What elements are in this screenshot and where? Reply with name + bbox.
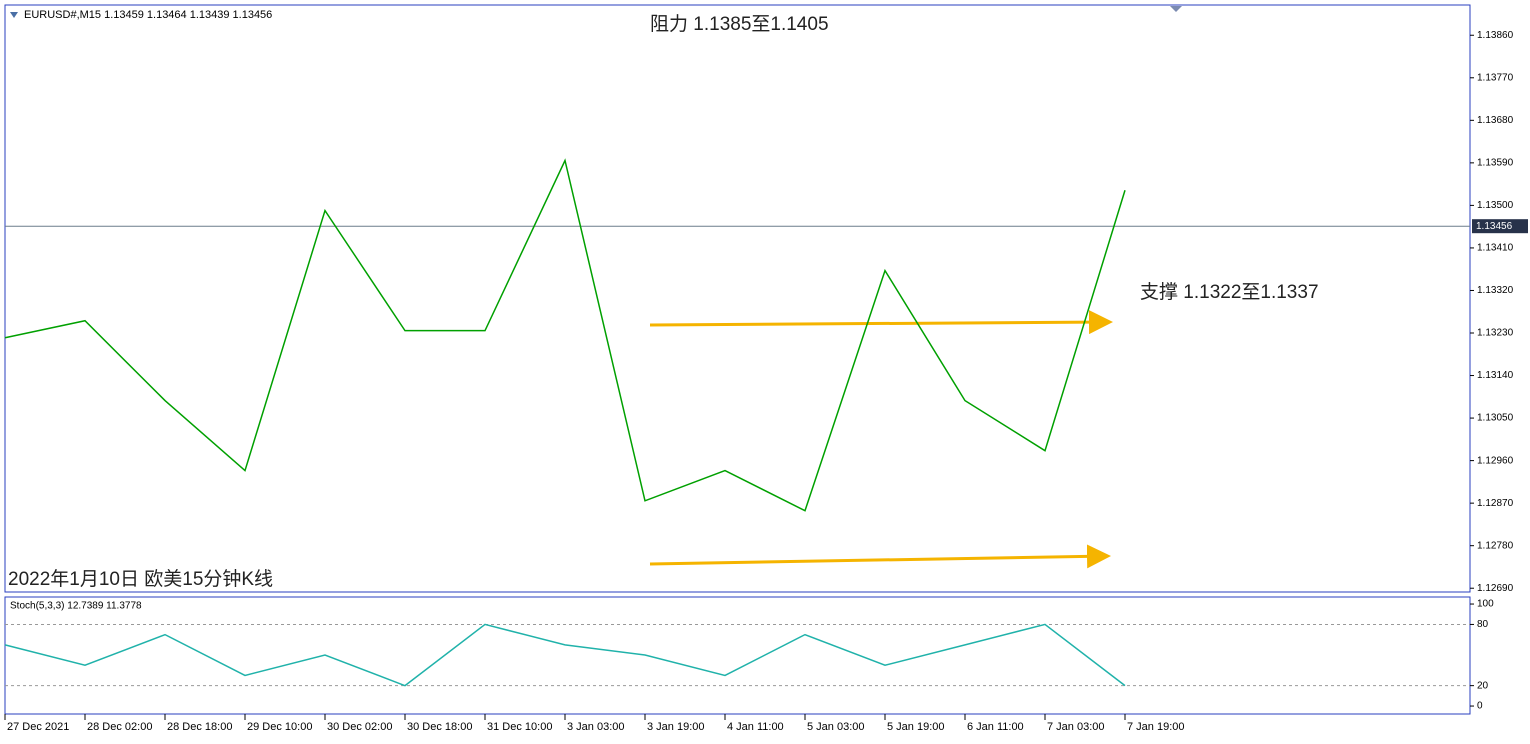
x-tick-label: 3 Jan 19:00 xyxy=(647,721,705,733)
x-tick-label: 5 Jan 03:00 xyxy=(807,721,865,733)
y-tick-label: 0 xyxy=(1477,701,1483,712)
x-tick-label: 28 Dec 18:00 xyxy=(167,721,232,733)
y-tick-label: 1.12960 xyxy=(1477,455,1514,466)
support-arrow xyxy=(649,544,1111,569)
y-tick-label: 20 xyxy=(1477,680,1489,691)
current-price-label: 1.13456 xyxy=(1476,221,1513,232)
y-tick-label: 1.13860 xyxy=(1477,30,1514,41)
x-tick-label: 30 Dec 18:00 xyxy=(407,721,472,733)
y-tick-label: 1.12870 xyxy=(1477,498,1514,509)
y-tick-label: 100 xyxy=(1477,599,1494,610)
resistance-note: 阻力 1.1385至1.1405 xyxy=(650,13,829,35)
x-tick-label: 4 Jan 11:00 xyxy=(727,721,784,733)
price-line xyxy=(4,158,1126,512)
x-tick-label: 6 Jan 11:00 xyxy=(967,721,1024,733)
menu-icon[interactable] xyxy=(10,12,18,18)
stoch-label: Stoch(5,3,3) 12.7389 11.3778 xyxy=(10,601,142,612)
resistance-arrow xyxy=(649,310,1113,335)
y-tick-label: 1.13770 xyxy=(1477,72,1514,83)
x-tick-label: 29 Dec 10:00 xyxy=(247,721,312,733)
x-tick-label: 27 Dec 2021 xyxy=(7,721,69,733)
y-tick-label: 1.13140 xyxy=(1477,370,1514,381)
y-tick-label: 1.13320 xyxy=(1477,285,1514,296)
symbol-header: EURUSD#,M15 1.13459 1.13464 1.13439 1.13… xyxy=(24,9,272,21)
x-tick-label: 7 Jan 19:00 xyxy=(1127,721,1185,733)
current-price-box xyxy=(1472,219,1528,234)
x-tick-label: 7 Jan 03:00 xyxy=(1047,721,1105,733)
x-tick-label: 3 Jan 03:00 xyxy=(567,721,625,733)
price-panel xyxy=(4,4,1471,593)
y-tick-label: 1.13410 xyxy=(1477,243,1514,254)
chart-caption: 2022年1月10日 欧美15分钟K线 xyxy=(8,568,273,590)
price-line xyxy=(4,623,1126,687)
x-tick-label: 30 Dec 02:00 xyxy=(327,721,392,733)
x-tick-label: 28 Dec 02:00 xyxy=(87,721,152,733)
support-note: 支撑 1.1322至1.1337 xyxy=(1140,281,1319,303)
y-tick-label: 1.12690 xyxy=(1477,583,1514,594)
y-tick-label: 1.13500 xyxy=(1477,200,1514,211)
y-tick-label: 1.13590 xyxy=(1477,157,1514,168)
shift-marker xyxy=(1170,6,1182,12)
y-tick-label: 1.13680 xyxy=(1477,115,1514,126)
x-tick-label: 31 Dec 10:00 xyxy=(487,721,552,733)
x-tick-label: 5 Jan 19:00 xyxy=(887,721,945,733)
y-tick-label: 1.13230 xyxy=(1477,328,1514,339)
y-tick-label: 1.13050 xyxy=(1477,413,1514,424)
y-tick-label: 1.12780 xyxy=(1477,540,1514,551)
y-tick-label: 80 xyxy=(1477,619,1489,630)
stoch-panel xyxy=(4,596,1471,715)
